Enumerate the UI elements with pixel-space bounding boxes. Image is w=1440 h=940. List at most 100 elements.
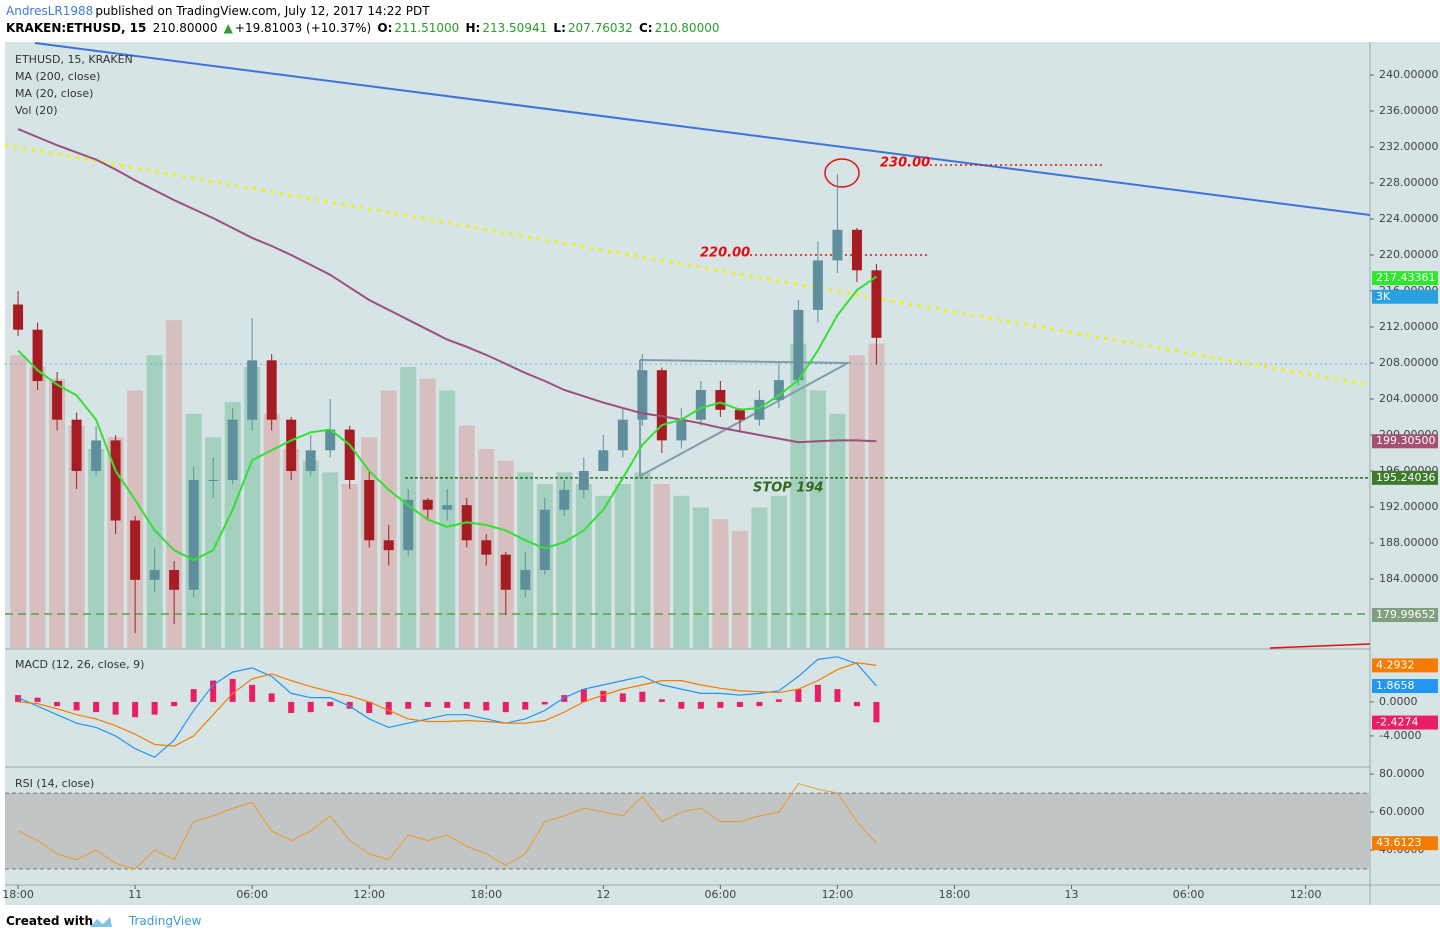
author[interactable]: AndresLR1988 [6,4,94,18]
price-badge-bg [1372,608,1438,623]
candle-body [325,429,336,451]
rsi-badge: 43.6123 [1376,836,1422,849]
volume-bar [146,355,163,648]
macd-hist [54,701,61,707]
price-badge: 179.99652 [1376,608,1436,621]
o-value: 211.51000 [394,21,460,35]
candle-body [500,554,511,590]
signal-line [18,662,877,747]
trend-line [34,42,1371,216]
y-tick-label: 228.00000 [1379,176,1439,189]
x-tick-label: 06:00 [1173,888,1205,901]
arrow: ▲ [223,21,233,35]
footer: Created with TradingView [6,914,203,928]
x-tick-label: 18:00 [470,888,502,901]
macd-hist [132,701,139,718]
y-tick-label: 220.00000 [1379,248,1439,261]
y-tick-label: 212.00000 [1379,320,1439,333]
price-badge-bg [1372,271,1438,286]
y-tick-label: 192.00000 [1379,500,1439,513]
y-tick-label: 232.00000 [1379,140,1439,153]
rsi-band [5,793,1370,870]
h-value: 213.50941 [482,21,548,35]
macd-hist [541,701,548,705]
candle-body [286,419,297,471]
volume-bar [10,355,27,648]
candle-body [32,329,43,381]
macd-hist [288,701,295,713]
legend-entry: MA (200, close) [15,70,100,83]
macd-hist [561,695,568,702]
macd-hist [73,701,80,711]
brand[interactable]: TradingView [128,914,202,928]
candle-body [208,479,219,481]
volume-bar [731,530,748,648]
macd-badge: -2.4274 [1376,716,1418,729]
volume-bar [829,413,846,648]
y-tick-label: 224.00000 [1379,212,1439,225]
macd-hist [658,699,665,702]
y-tick-label: 60.0000 [1379,805,1425,818]
volume-bar [673,495,690,648]
macd-hist [229,678,236,702]
rsi-title: RSI (14, close) [15,777,94,790]
macd-hist [619,693,626,702]
macd-hist [522,701,529,710]
macd-hist [814,684,821,702]
macd-badge: 1.8658 [1376,679,1415,692]
price-badge-bg [1372,470,1438,485]
volume-bar [692,507,709,648]
y-tick-label: 208.00000 [1379,356,1439,369]
candle-body [13,304,24,330]
volume-bar [322,472,339,648]
level-label: 220.00 [700,246,750,261]
candle-body [403,499,414,551]
volume-bar [770,495,787,648]
volume-bar [712,519,729,648]
candle-body [559,489,570,510]
candle-body [383,540,394,551]
macd-hist [151,701,158,715]
l-value: 207.76032 [567,21,633,35]
volume-bar [575,484,592,648]
macd-hist [210,680,217,702]
macd-badge: 4.2932 [1376,658,1415,671]
publish-line: AndresLR1988 published on TradingView.com… [6,4,432,18]
x-tick-label: 11 [128,888,142,901]
candle-body [578,470,589,490]
volume-bar [595,495,612,648]
candle-body [71,419,82,471]
y-tick-label: 184.00000 [1379,572,1439,585]
candle-body [266,360,277,420]
macd-hist [171,701,178,707]
candle-body [871,270,882,338]
o-label: O: [377,21,393,35]
x-tick-label: 12:00 [353,888,385,901]
volume-bar [868,343,885,648]
volume-bar [848,355,865,648]
macd-hist [873,701,880,723]
candle-body [422,499,433,510]
level-label: STOP 194 [753,480,823,495]
c-value: 210.80000 [654,21,720,35]
trend-line-yellow [4,143,1371,387]
macd-hist [580,689,587,702]
macd-hist [639,691,646,702]
rsi-badge-bg [1372,836,1438,851]
candle-body [773,380,784,400]
red-line [1269,643,1371,649]
macd-hist [600,690,607,702]
y-tick-label: 240.00000 [1379,68,1439,81]
macd-hist [795,689,802,702]
volume-bar [809,390,826,648]
circle [824,158,860,188]
candle-body [695,389,706,420]
macd-title: MACD (12, 26, close, 9) [15,658,144,671]
price-badge: 217.43361 [1376,271,1436,284]
volume-bar [614,484,631,648]
symbol: KRAKEN:ETHUSD, 15 [6,21,147,35]
candle-body [617,419,628,451]
price-badge: 199.30500 [1376,434,1436,447]
